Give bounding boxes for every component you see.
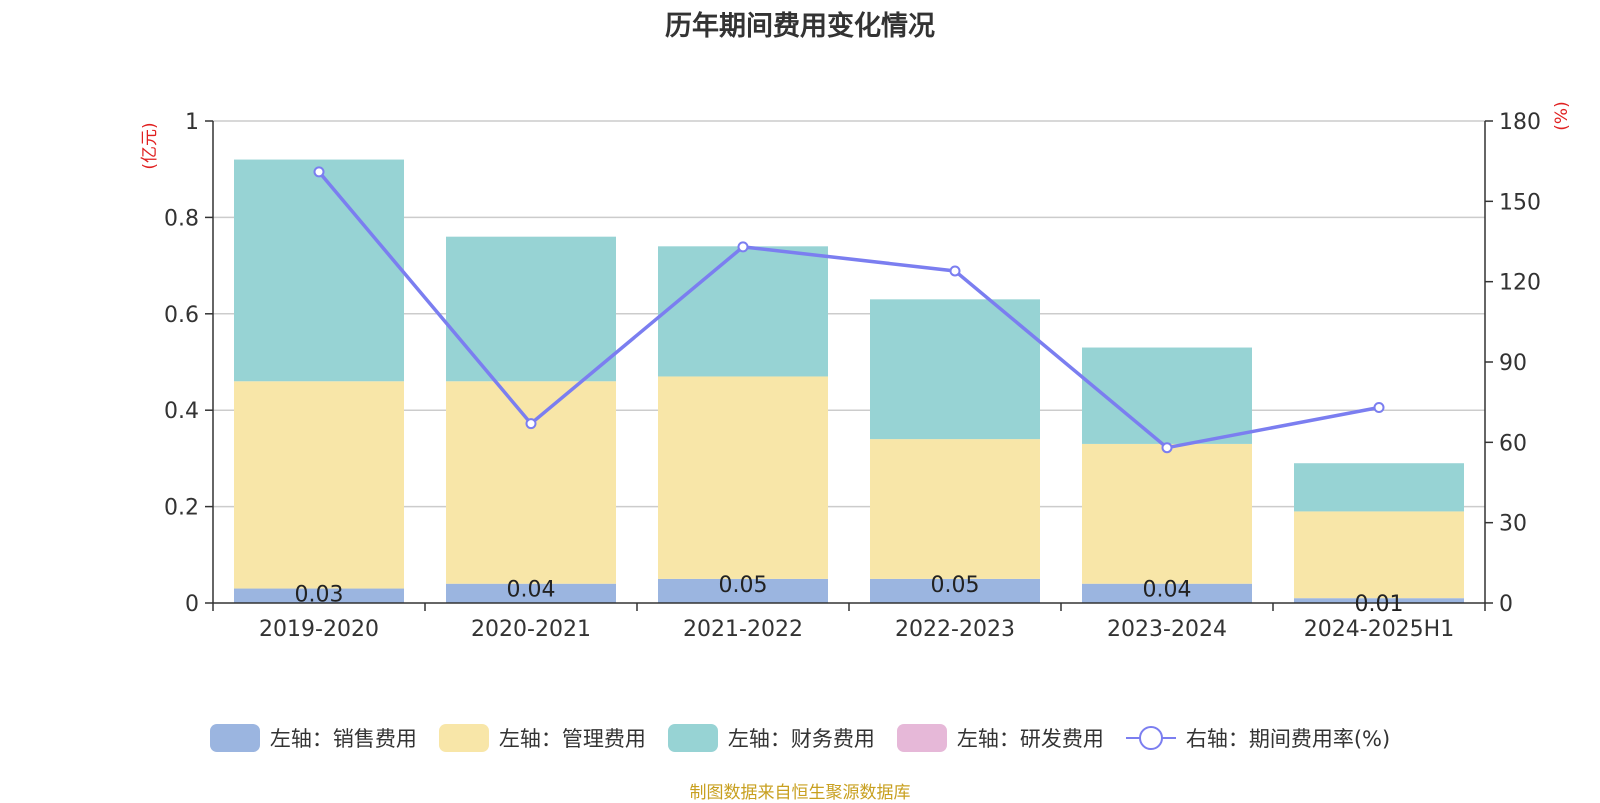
x-axis-tick-label: 2024-2025H1 xyxy=(1304,617,1454,642)
bar-segment xyxy=(1082,347,1252,444)
left-axis-tick-label: 0.2 xyxy=(164,496,199,521)
bar-segment xyxy=(870,299,1040,440)
x-axis-tick-label: 2023-2024 xyxy=(1107,617,1227,642)
bar-segment xyxy=(658,246,828,377)
bar-segment xyxy=(658,578,828,603)
bar-data-label: 0.03 xyxy=(295,583,344,608)
legend-label: 左轴：管理费用 xyxy=(498,727,646,751)
rate-point xyxy=(949,265,961,277)
legend-swatch xyxy=(667,724,718,752)
bar-segment xyxy=(1294,463,1464,512)
x-axis-tick-label: 2020-2021 xyxy=(471,617,591,642)
bar-segment xyxy=(658,376,828,579)
right-axis-tick-label: 120 xyxy=(1499,271,1541,296)
legend-swatch xyxy=(438,724,489,752)
x-axis-tick-label: 2021-2022 xyxy=(683,617,803,642)
legend-line-marker-icon xyxy=(1125,726,1176,750)
bar-segment xyxy=(446,583,616,603)
left-axis-unit: (亿元) xyxy=(140,122,160,169)
grid-lines xyxy=(213,120,1485,508)
legend-label: 右轴：期间费用率(%) xyxy=(1185,727,1391,751)
chart-plot: 0 0.2 0.4 0.6 0.8 1 0 30 60 90 120 150 180 (亿元) (%) 201… xyxy=(140,101,1572,642)
bar-segment xyxy=(234,588,404,603)
bar-segment xyxy=(446,381,616,584)
legend-label: 左轴：研发费用 xyxy=(956,727,1104,751)
rate-line xyxy=(313,166,1385,454)
bar-segment xyxy=(1294,511,1464,599)
rate-point xyxy=(313,166,325,178)
bar-data-label: 0.01 xyxy=(1355,592,1404,617)
axes: 0 0.2 0.4 0.6 0.8 1 0 30 60 90 120 150 180 (亿元) (%) 201… xyxy=(140,101,1572,642)
bars xyxy=(234,159,1464,603)
legend: 左轴：销售费用 左轴：管理费用 左轴：财务费用 左轴：研发费用 右轴：期间费用率(%) xyxy=(0,718,1600,758)
bar-segment xyxy=(1294,598,1464,603)
rate-point xyxy=(737,241,749,253)
bar-segment xyxy=(870,578,1040,603)
right-axis-tick-label: 0 xyxy=(1499,592,1513,617)
rate-point xyxy=(525,418,537,430)
right-axis-tick-label: 30 xyxy=(1499,512,1527,537)
bar-segment xyxy=(1082,583,1252,603)
bar-segment xyxy=(234,159,404,382)
legend-label: 左轴：销售费用 xyxy=(269,727,417,751)
right-axis-tick-label: 60 xyxy=(1499,431,1527,456)
rate-series-line xyxy=(317,170,1380,450)
x-axis-tick-label: 2022-2023 xyxy=(895,617,1015,642)
bar-data-label: 0.04 xyxy=(1143,578,1192,603)
chart-title: 历年期间费用变化情况 xyxy=(665,11,935,42)
left-axis-tick-label: 0.4 xyxy=(164,399,199,424)
legend-label: 左轴：财务费用 xyxy=(727,727,875,751)
x-axis-tick-label: 2019-2020 xyxy=(259,617,379,642)
right-axis-tick-label: 90 xyxy=(1499,351,1527,376)
bar-data-label: 0.04 xyxy=(507,578,556,603)
left-axis-tick-label: 1 xyxy=(185,110,199,135)
left-axis-tick-label: 0.6 xyxy=(164,303,199,328)
left-axis-tick-label: 0 xyxy=(185,592,199,617)
legend-swatch xyxy=(209,724,260,752)
source-note: 制图数据来自恒生聚源数据库 xyxy=(689,783,911,803)
left-axis-tick-label: 0.8 xyxy=(164,206,199,231)
bar-segment xyxy=(446,236,616,382)
rate-point xyxy=(1373,402,1385,414)
legend-item[interactable]: 左轴：研发费用 xyxy=(896,723,1104,753)
legend-item[interactable]: 左轴：管理费用 xyxy=(438,723,646,753)
right-axis-unit: (%) xyxy=(1552,101,1572,130)
bar-data-label: 0.05 xyxy=(719,573,768,598)
bar-segment xyxy=(1082,443,1252,584)
right-axis-tick-label: 180 xyxy=(1499,110,1541,135)
legend-item[interactable]: 左轴：财务费用 xyxy=(667,723,875,753)
bar-data-label: 0.05 xyxy=(931,573,980,598)
rate-point xyxy=(1161,442,1173,454)
bar-segment xyxy=(870,439,1040,579)
right-axis-tick-label: 150 xyxy=(1499,190,1541,215)
legend-item[interactable]: 左轴：销售费用 xyxy=(209,723,417,753)
legend-item[interactable]: 右轴：期间费用率(%) xyxy=(1125,723,1391,753)
legend-swatch xyxy=(896,724,947,752)
data-labels: 0.03 0.04 0.05 0.05 0.04 0.01 xyxy=(295,573,1404,617)
bar-segment xyxy=(234,381,404,589)
